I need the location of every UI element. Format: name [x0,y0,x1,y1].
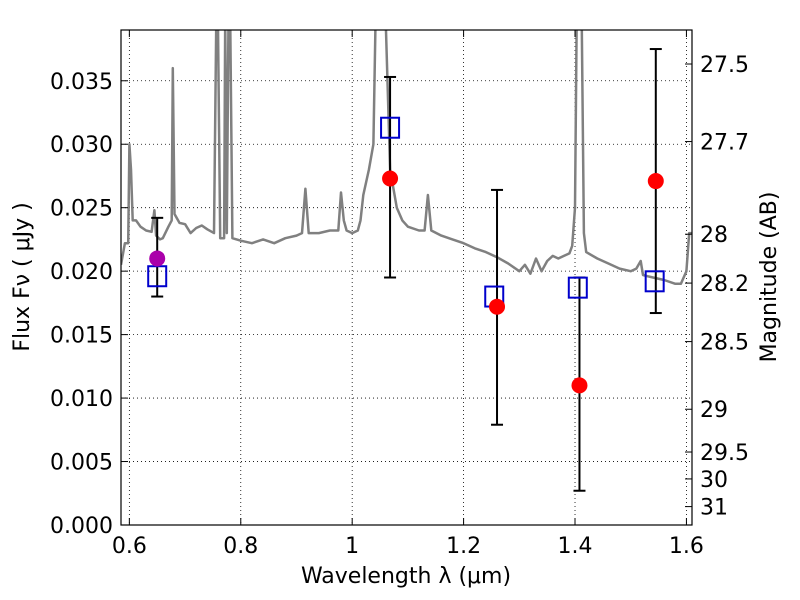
right-tick-label: 29 [700,398,728,423]
y-tick-label: 0.025 [50,197,113,222]
x-tick-label: 1 [345,534,359,559]
x-axis-label: Wavelength λ (μm) [301,564,511,589]
model-square-marker [644,270,665,293]
right-tick-label: 30 [700,468,728,493]
y-tick-label: 0.010 [50,387,113,412]
model-square-marker [567,276,588,299]
y-axis-label: Flux Fν ( μJy ) [10,202,35,351]
y-tick-label: 0.005 [50,451,113,476]
right-tick-label: 28.5 [700,331,749,356]
grid [121,30,692,526]
right-tick-label: 28.2 [700,272,749,297]
x-tick-label: 0.8 [223,534,258,559]
y-tick-label: 0.015 [50,324,113,349]
right-tick-label: 28 [700,223,728,248]
observed-point-marker [489,298,506,315]
observed-point-marker [149,250,166,267]
y-tick-label: 0.035 [50,70,113,95]
right-tick-label: 27.5 [700,53,749,78]
x-tick-label: 1.2 [446,534,481,559]
y-tick-label: 0.000 [50,514,113,539]
x-tick-label: 1.4 [558,534,593,559]
x-tick-label: 0.6 [112,534,147,559]
right-axis-label: Magnitude (AB) [757,192,782,363]
axes-ticks: 0.6 0.8 1 1.2 1.4 1.6 0.000 0.005 0.010 0.015 0.02… [50,30,749,559]
model-square-marker [380,116,401,139]
right-tick-label: 29.5 [700,441,749,466]
plot-area [121,30,692,492]
spectrum-line [121,30,692,286]
plot-frame [120,29,693,526]
observed-point-marker [382,170,399,187]
right-tick-label: 27.7 [700,131,749,156]
y-tick-label: 0.020 [50,260,113,285]
y-tick-label: 0.030 [50,133,113,158]
x-tick-label: 1.6 [669,534,704,559]
right-tick-label: 31 [700,496,728,521]
observed-point-marker [571,377,588,394]
observed-point-marker [647,173,664,190]
